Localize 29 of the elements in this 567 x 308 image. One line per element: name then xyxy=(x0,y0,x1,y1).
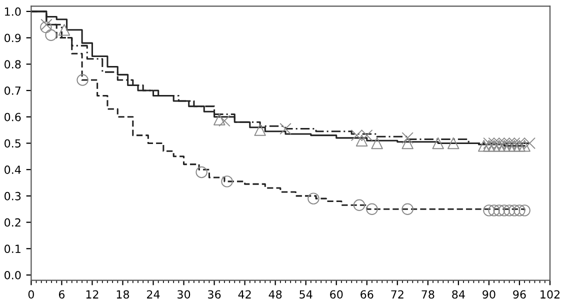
y-tick-label: 1.0 xyxy=(5,7,21,16)
y-tick-label: 0.5 xyxy=(4,139,20,148)
x-tick-label: 78 xyxy=(422,290,434,299)
x-tick-label: 30 xyxy=(178,290,190,299)
x-tick-label: 24 xyxy=(147,290,160,298)
y-tick-label: 0.0 xyxy=(4,270,21,280)
x-tick-label: 42 xyxy=(238,290,251,298)
y-tick-label: 0.4 xyxy=(4,166,21,174)
y-tick-label: 0.7 xyxy=(4,86,21,95)
x-tick-label: 72 xyxy=(391,290,404,298)
x-tick-label: 36 xyxy=(208,290,221,299)
y-tick-label: 0.8 xyxy=(4,60,21,69)
x-tick-label: 18 xyxy=(116,290,130,299)
y-tick-label: 0.9 xyxy=(4,34,21,42)
x-tick-label: 66 xyxy=(360,290,374,299)
x-tick-label: 84 xyxy=(452,290,465,299)
x-tick-label: 96 xyxy=(513,290,526,299)
x-tick-label: 48 xyxy=(268,290,282,299)
x-tick-label: 60 xyxy=(330,290,343,299)
x-tick-label: 102 xyxy=(540,290,560,299)
x-tick-label: 90 xyxy=(482,290,496,299)
x-tick-label: 6 xyxy=(58,290,65,299)
y-tick-label: 0.2 xyxy=(4,218,20,227)
x-tick-label: 54 xyxy=(300,290,312,299)
x-tick-label: 0 xyxy=(28,290,34,299)
x-tick-label: 12 xyxy=(86,290,98,298)
y-tick-label: 0.3 xyxy=(4,192,21,200)
y-tick-label: 0.1 xyxy=(4,244,20,254)
y-tick-label: 0.6 xyxy=(4,112,21,122)
